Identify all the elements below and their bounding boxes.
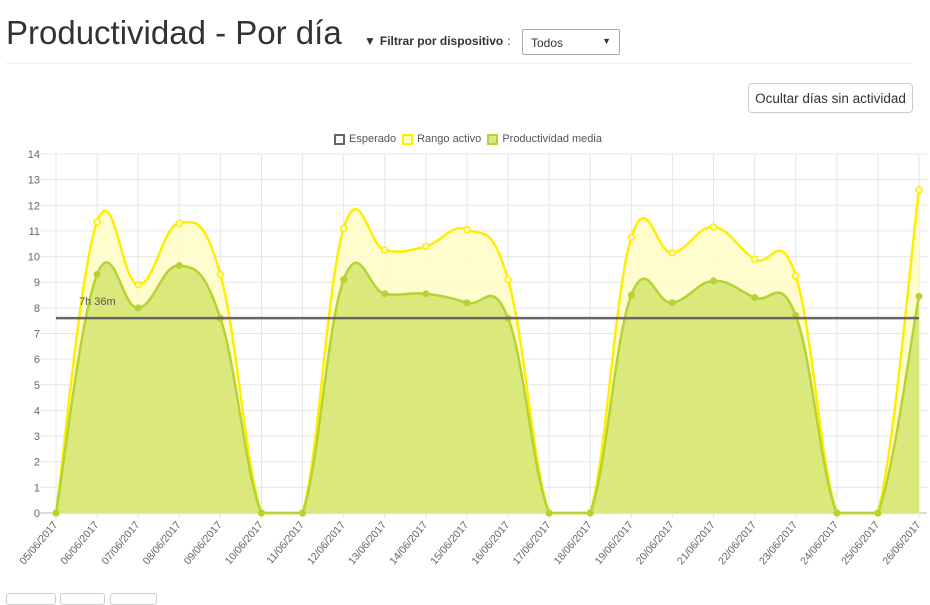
y-tick-label: 3 [34, 431, 40, 443]
x-tick-label: 08/06/2017 [141, 519, 184, 567]
x-tick-label: 17/06/2017 [510, 519, 553, 567]
mean-point [833, 509, 841, 517]
chart-legend: Esperado Rango activo Productividad medi… [0, 133, 930, 145]
bottom-button[interactable] [110, 593, 157, 605]
mean-point [545, 509, 553, 517]
x-tick-label: 06/06/2017 [58, 519, 101, 567]
mean-line [54, 261, 921, 515]
y-tick-label: 11 [29, 226, 40, 238]
range-point [175, 219, 184, 227]
expected-annotation: 7h 36m [79, 296, 116, 308]
legend-item-media[interactable]: Productividad media [487, 133, 602, 145]
mean-point [627, 291, 635, 299]
mean-point [340, 276, 348, 284]
mean-point [175, 262, 183, 270]
x-tick-label: 12/06/2017 [305, 519, 348, 567]
mean-point [668, 299, 676, 307]
range-point [504, 275, 512, 284]
mean-point [586, 509, 594, 517]
y-tick-label: 8 [34, 303, 40, 315]
bottom-button[interactable] [60, 593, 105, 605]
mean-point [299, 509, 307, 517]
hide-inactive-days-button[interactable]: Ocultar días sin actividad [748, 83, 913, 113]
y-tick-label: 4 [34, 405, 40, 417]
legend-label: Rango activo [417, 133, 482, 145]
y-tick-label: 7 [34, 329, 40, 341]
range-point [709, 223, 718, 231]
page-title: Productividad - Por día [6, 14, 342, 51]
x-tick-label: 25/06/2017 [839, 519, 882, 567]
x-tick-label: 16/06/2017 [469, 519, 512, 567]
legend-swatch [487, 133, 499, 145]
mean-point [751, 294, 759, 302]
mean-point [52, 509, 60, 517]
range-point [791, 272, 800, 280]
x-tick-label: 07/06/2017 [100, 519, 143, 567]
y-tick-label: 12 [28, 200, 40, 212]
x-tick-label: 21/06/2017 [675, 519, 718, 567]
x-tick-label: 05/06/2017 [17, 519, 60, 567]
mean-point [463, 299, 471, 307]
legend-item-esperado[interactable]: Esperado [334, 133, 396, 145]
x-tick-label: 09/06/2017 [182, 519, 225, 567]
legend-swatch [402, 133, 414, 145]
mean-point [874, 509, 882, 517]
x-tick-label: 23/06/2017 [757, 519, 800, 567]
legend-swatch [334, 133, 345, 145]
mean-point [915, 292, 923, 300]
filter-colon: : [507, 34, 511, 48]
mean-point [257, 509, 265, 517]
divider [6, 63, 912, 64]
range-point [915, 186, 923, 194]
y-tick-label: 9 [34, 277, 40, 289]
device-filter-label: ▼ Filtrar por dispositivo: [364, 34, 511, 48]
mean-point [710, 277, 718, 285]
x-tick-label: 22/06/2017 [716, 519, 759, 567]
y-tick-label: 6 [34, 354, 40, 366]
x-tick-label: 15/06/2017 [428, 519, 471, 567]
x-tick-label: 26/06/2017 [880, 519, 923, 567]
mean-point [381, 290, 389, 298]
mean-area [56, 262, 919, 513]
range-point [134, 281, 142, 289]
y-tick-label: 1 [34, 482, 40, 494]
y-tick-label: 14 [28, 149, 40, 161]
x-tick-label: 24/06/2017 [798, 519, 841, 567]
legend-label: Productividad media [502, 133, 602, 145]
x-tick-label: 13/06/2017 [346, 519, 389, 567]
chevron-down-icon: ▼ [602, 36, 611, 46]
legend-label: Esperado [349, 133, 397, 145]
legend-item-rango[interactable]: Rango activo [402, 133, 481, 145]
y-tick-label: 5 [34, 380, 40, 392]
y-tick-label: 10 [28, 252, 40, 264]
range-point [668, 248, 677, 257]
range-point [93, 218, 101, 226]
device-select[interactable]: Todos ▼ [522, 29, 620, 55]
range-point [381, 246, 389, 254]
x-tick-label: 18/06/2017 [552, 519, 595, 567]
x-tick-label: 20/06/2017 [634, 519, 677, 567]
y-tick-label: 2 [34, 457, 40, 469]
mean-point [134, 304, 142, 312]
device-select-value: Todos [531, 36, 564, 50]
filter-label-text: Filtrar por dispositivo [379, 34, 504, 48]
x-tick-label: 14/06/2017 [387, 519, 430, 567]
mean-point [93, 271, 101, 279]
x-tick-label: 19/06/2017 [593, 519, 636, 567]
y-tick-label: 0 [34, 508, 40, 520]
range-point [750, 255, 759, 263]
mean-point [422, 290, 430, 298]
y-tick-label: 13 [28, 175, 40, 187]
range-point [422, 242, 430, 251]
x-tick-label: 11/06/2017 [264, 519, 307, 566]
bottom-button[interactable] [6, 593, 56, 605]
filter-icon: ▼ [364, 34, 376, 48]
range-point [339, 224, 348, 233]
range-point [463, 225, 471, 234]
range-point [216, 270, 225, 279]
x-tick-label: 10/06/2017 [223, 519, 266, 567]
range-point [627, 233, 636, 242]
